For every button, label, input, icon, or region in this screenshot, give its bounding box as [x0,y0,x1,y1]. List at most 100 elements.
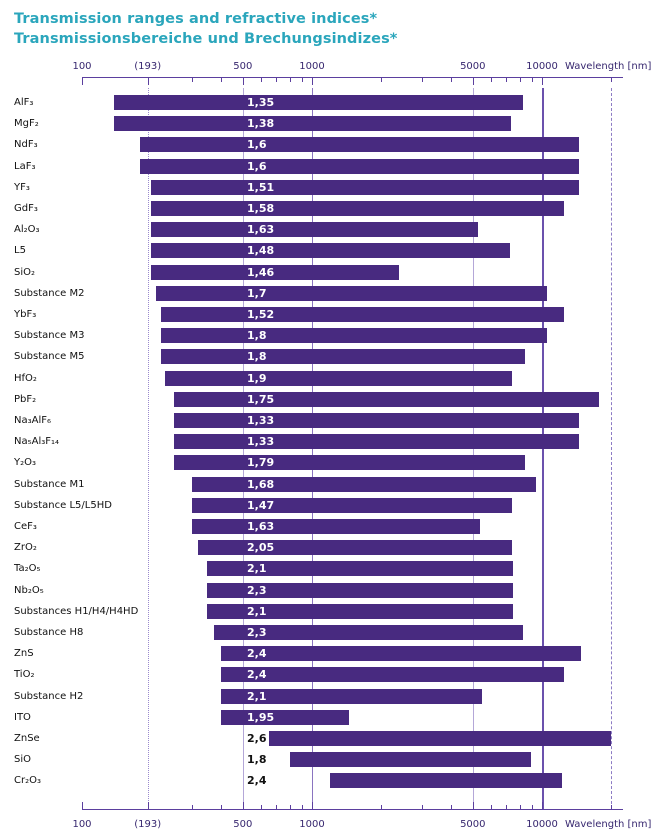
transmission-bar [198,540,512,556]
axis-minor-tick-6000-bottom [491,805,492,810]
refractive-index-label: 1,6 [247,159,267,173]
page-title-de: Transmissionsbereiche und Brechungsindiz… [14,31,398,47]
axis-tick-10000-bottom [542,802,543,810]
axis-minor-tick-8000-top [519,77,521,82]
axis-tick-label-1000-bottom: 1000 [299,819,325,830]
axis-minor-tick-4000-top [450,77,452,82]
material-label: ITO [14,711,31,723]
transmission-bar [173,413,580,428]
material-label: Substances H1/H4/H4HD [14,605,139,617]
refractive-index-label: 1,46 [247,265,275,279]
material-label: Na₅Al₃F₁₄ [14,436,60,448]
transmission-bar [289,752,532,768]
refractive-index-label: 1,7 [247,286,267,300]
material-label: Substance H2 [14,690,84,702]
material-label: SiO₂ [14,266,36,278]
material-label: CeF₃ [14,521,37,532]
transmission-bar [160,328,547,344]
transmission-bar [139,158,580,174]
refractive-index-label: 1,58 [247,202,275,215]
axis-minor-tick-3000-top [421,77,423,82]
transmission-bar [207,603,514,619]
axis-tick-10000-top [542,77,543,85]
transmission-bar [151,264,400,280]
axis-tick-193-top [147,77,149,85]
transmission-bar [173,455,525,471]
refractive-index-label: 1,6 [247,138,267,152]
gridline-20000nm [611,88,613,809]
page-title-en: Transmission ranges and refractive indic… [14,11,378,27]
refractive-index-label: 1,8 [247,753,267,767]
axis-minor-tick-9000-bottom [531,805,533,810]
material-label: Al₂O₃ [14,224,40,236]
transmission-bar [220,709,350,725]
transmission-bar [191,519,481,534]
axis-minor-tick-2000-bottom [381,805,383,810]
transmission-bar [207,561,514,577]
axis-tick-5000-bottom [472,802,474,810]
refractive-index-label: 2,1 [247,562,267,576]
transmission-bar [114,116,511,132]
refractive-index-label: 1,52 [247,308,275,321]
refractive-index-label: 1,9 [247,371,267,385]
material-label: Substance M3 [14,330,85,342]
axis-minor-tick-900-bottom [301,805,303,810]
axis-tick-label-193-top: (193) [134,61,162,72]
refractive-index-label: 1,75 [247,392,275,406]
material-label: Substance M5 [14,351,85,363]
axis-minor-tick-20000-top [611,77,613,82]
axis-tick-label-5000-top: 5000 [460,61,486,72]
transmission-bar [114,95,524,110]
material-label: YF₃ [14,181,30,193]
axis-minor-tick-20000-bottom [611,805,613,810]
material-label: YbF₃ [14,309,37,320]
material-label: GdF₃ [14,203,38,214]
transmission-bar [151,201,565,216]
transmission-bar [160,349,525,365]
material-label: TiO₂ [14,669,35,681]
material-label: Substance H8 [14,627,84,638]
axis-tick-193-bottom [147,802,149,810]
axis-tick-1000-top [312,77,313,85]
refractive-index-label: 2,4 [247,668,267,682]
refractive-index-label: 1,68 [247,477,275,491]
material-label: Substance M1 [14,478,85,490]
axis-tick-1000-bottom [312,802,313,810]
refractive-index-label: 1,48 [247,244,275,258]
axis-tick-5000-top [472,77,474,85]
transmission-bar [191,497,512,513]
transmission-bar [173,434,580,450]
material-label: Na₃AlF₆ [14,415,51,426]
axis-tick-100-bottom [82,802,83,810]
refractive-index-label: 2,4 [247,647,267,661]
material-label: SiO [14,754,31,766]
axis-minor-tick-300-bottom [191,805,193,810]
transmission-bar [151,179,580,195]
refractive-index-label: 2,1 [247,604,267,618]
axis-minor-tick-3000-bottom [421,805,423,810]
transmission-bar [156,285,547,301]
transmission-bar [139,137,580,153]
axis-minor-tick-600-bottom [261,805,262,810]
material-label: ZnS [14,648,34,660]
refractive-index-label: 1,33 [247,414,275,427]
axis-tick-100-top [82,77,83,85]
transmission-bar [330,773,562,789]
refractive-index-label: 2,1 [247,689,267,703]
transmission-bar [220,667,565,683]
axis-tick-label-10000-top: 10000 [526,61,558,72]
axis-tick-label-5000-bottom: 5000 [460,819,486,830]
refractive-index-label: 1,63 [247,520,275,533]
transmission-bar [165,370,512,386]
refractive-index-label: 2,3 [247,583,267,597]
axis-minor-tick-400-bottom [220,805,222,810]
axis-minor-tick-300-top [191,77,193,82]
axis-tick-label-500-bottom: 500 [233,819,253,830]
refractive-index-label: 1,51 [247,180,275,194]
material-label: ZrO₂ [14,542,37,554]
transmission-bar [207,582,514,598]
refractive-index-label: 2,6 [247,732,267,745]
axis-minor-tick-800-top [289,77,291,82]
axis-minor-tick-700-bottom [276,805,278,810]
